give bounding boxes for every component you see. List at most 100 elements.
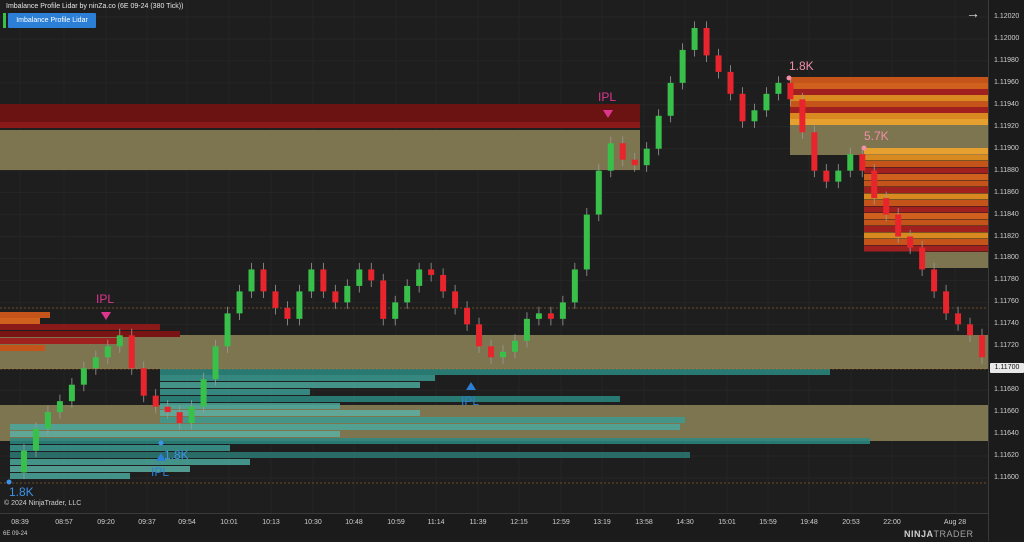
profile-bar	[0, 331, 180, 337]
profile-bar	[160, 389, 310, 395]
time-tick-label: 10:30	[304, 519, 322, 526]
instrument-label: 6E 09-24	[3, 531, 28, 537]
profile-bar	[864, 219, 988, 226]
bear-candle	[332, 291, 339, 303]
ipl-up-marker	[466, 382, 476, 390]
profile-bar	[864, 167, 988, 174]
volume-dot	[786, 75, 792, 81]
bear-candle	[140, 368, 147, 396]
time-tick-label: 11:39	[469, 519, 487, 526]
bear-candle	[859, 154, 866, 171]
profile-bar	[790, 119, 988, 125]
time-tick-label: 13:58	[635, 519, 653, 526]
time-axis[interactable]: 08:39 08:57 09:20 09:37 09:54 10:01 10:13 10:30…	[0, 513, 988, 542]
bull-candle	[44, 412, 51, 429]
bull-candle	[847, 154, 854, 171]
bear-candle	[260, 269, 267, 292]
time-tick-label: 09:37	[138, 519, 156, 526]
volume-dot	[6, 479, 12, 485]
price-tick-label: 1.11640	[994, 430, 1019, 438]
bear-candle	[727, 71, 734, 94]
price-chart[interactable]	[0, 0, 988, 513]
bear-candle	[428, 269, 435, 275]
bull-candle	[248, 269, 255, 292]
bull-candle	[308, 269, 315, 292]
volume-dot	[861, 145, 867, 151]
price-tick-label: 1.11920	[994, 122, 1019, 130]
profile-bar	[160, 410, 420, 416]
bull-candle	[499, 351, 506, 358]
price-tick-label: 1.11840	[994, 210, 1019, 218]
logo-ninja: NINJA	[904, 529, 934, 539]
scroll-right-arrow-icon[interactable]: →	[966, 5, 980, 21]
bull-candle	[212, 346, 219, 380]
bear-candle	[943, 291, 950, 314]
price-axis[interactable]: 1.12020 1.12000 1.11980 1.11960 1.11940 1.119…	[988, 0, 1024, 541]
profile-bar	[10, 459, 250, 465]
bull-candle	[92, 357, 99, 369]
price-tick-label: 1.12000	[994, 34, 1020, 42]
price-tick-label: 1.11980	[994, 56, 1019, 64]
ipl-up-marker	[156, 453, 166, 461]
profile-bar	[0, 312, 50, 318]
bear-candle	[176, 412, 183, 424]
bull-candle	[523, 318, 530, 341]
volume-label: 1.8K	[9, 485, 34, 499]
profile-bar	[864, 239, 988, 245]
profile-bar	[160, 396, 620, 402]
profile-bar	[864, 193, 988, 200]
time-tick-label: 10:01	[220, 519, 238, 526]
bull-candle	[535, 313, 542, 319]
bear-candle	[739, 93, 746, 122]
bear-candle	[152, 395, 159, 407]
profile-bar	[10, 431, 340, 437]
profile-bar	[864, 232, 988, 239]
profile-bar	[864, 148, 988, 154]
profile-bar	[790, 95, 988, 101]
profile-bar	[0, 338, 120, 344]
profile-bar	[790, 83, 988, 89]
bull-candle	[200, 379, 207, 407]
profile-bar	[0, 345, 45, 351]
price-tick-label: 1.11680	[994, 386, 1019, 394]
bull-candle	[116, 335, 123, 347]
bear-candle	[811, 132, 818, 171]
bull-candle	[80, 368, 87, 385]
bear-candle	[799, 99, 806, 133]
profile-bar	[790, 107, 988, 113]
bear-candle	[476, 324, 483, 347]
ipl-label: IPL	[96, 292, 115, 306]
time-tick-label: 13:19	[593, 519, 611, 526]
ipl-down-marker	[101, 312, 111, 320]
chart-area[interactable]: Imbalance Profile Lidar by ninZa.co (6E …	[0, 0, 988, 513]
profile-bar	[160, 375, 435, 381]
bull-candle	[224, 313, 231, 347]
bear-candle	[272, 291, 279, 308]
bear-candle	[488, 346, 495, 358]
price-tick-label: 1.11860	[994, 188, 1019, 196]
profile-bar	[864, 213, 988, 219]
markers	[6, 75, 867, 485]
profile-bar	[160, 417, 685, 423]
price-tick-label: 1.11940	[994, 100, 1019, 108]
bear-candle	[619, 143, 626, 160]
profile-bar	[864, 206, 988, 213]
candles	[20, 21, 985, 480]
bear-candle	[907, 236, 914, 248]
bull-candle	[416, 269, 423, 286]
bull-candle	[835, 170, 842, 182]
ipl-label: IPL	[151, 465, 170, 479]
bull-candle	[104, 346, 111, 358]
bull-candle	[595, 170, 602, 215]
bull-candle	[679, 49, 686, 83]
bear-candle	[703, 27, 710, 56]
bear-candle	[715, 55, 722, 72]
bull-candle	[571, 269, 578, 303]
indicator-button[interactable]: Imbalance Profile Lidar	[8, 13, 96, 28]
bear-candle	[128, 335, 135, 369]
bull-candle	[763, 93, 770, 111]
profile-bar	[790, 113, 988, 119]
profile-bar	[0, 324, 160, 330]
price-tick-label: 1.11900	[994, 144, 1019, 152]
bear-candle	[871, 170, 878, 199]
